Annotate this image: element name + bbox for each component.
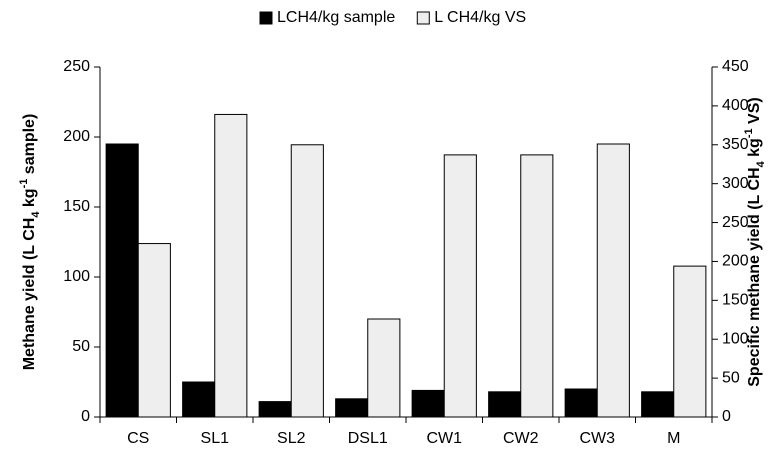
y2-tick-label: 250 [722,214,749,231]
y2-axis-title-part: kg [746,138,763,161]
y2-axis-title-part: VS) [746,97,763,128]
y2-tick-label: 450 [722,58,749,75]
bar [564,388,598,418]
x-tick-label: DSL1 [348,430,388,447]
y-axis-title-part: sample) [21,114,38,179]
y2-tick-label: 0 [722,408,731,425]
bar [290,144,324,418]
bar [596,143,630,418]
x-tick-label: CW1 [426,430,462,447]
y2-tick-label: 200 [722,253,749,270]
legend-label: L CH4/kg VS [434,9,526,26]
legend-swatch [416,11,430,25]
bar [443,154,477,418]
y2-tick-label: 350 [722,136,749,153]
bar [488,391,522,418]
y-axis-title-part: kg [21,188,38,211]
bar [641,391,675,418]
legend-label: LCH4/kg sample [277,9,395,26]
x-tick-label: CS [127,430,149,447]
bar [411,389,445,418]
bar [673,265,707,418]
y2-axis-title: Specific methane yield (L CH4 kg-1 VS) [743,97,767,386]
x-tick-label: SL1 [201,430,230,447]
y-tick-label: 0 [81,408,90,425]
bar [335,398,369,418]
bar [520,154,554,418]
y2-tick-label: 50 [722,369,740,386]
legend-swatch [259,11,273,25]
x-tick-label: CW3 [579,430,615,447]
bar [182,381,216,418]
x-tick-label: M [667,430,680,447]
y-axis-title-part: Methane yield (L CH [21,218,38,371]
y-tick-label: 150 [63,198,90,215]
y-axis-title-part: -1 [18,179,30,189]
y2-axis-title-part: Specific methane yield (L CH [746,167,763,386]
y-tick-label: 50 [72,338,90,355]
bar [137,243,171,418]
bar [367,318,401,418]
y2-axis-title-part: -1 [743,128,755,138]
y2-tick-label: 300 [722,175,749,192]
y-tick-label: 100 [63,268,90,285]
x-tick-label: CW2 [503,430,539,447]
bar [258,401,292,418]
bar [214,113,248,418]
y-tick-label: 250 [63,58,90,75]
y2-tick-label: 400 [722,97,749,114]
bar [105,143,139,418]
y-axis-title: Methane yield (L CH4 kg-1 sample) [18,114,42,371]
y2-tick-label: 150 [722,292,749,309]
x-tick-label: SL2 [277,430,306,447]
y-tick-label: 200 [63,128,90,145]
y2-tick-label: 100 [722,330,749,347]
y2-axis-title-part: 4 [755,160,767,167]
y-axis-title-part: 4 [30,211,42,218]
